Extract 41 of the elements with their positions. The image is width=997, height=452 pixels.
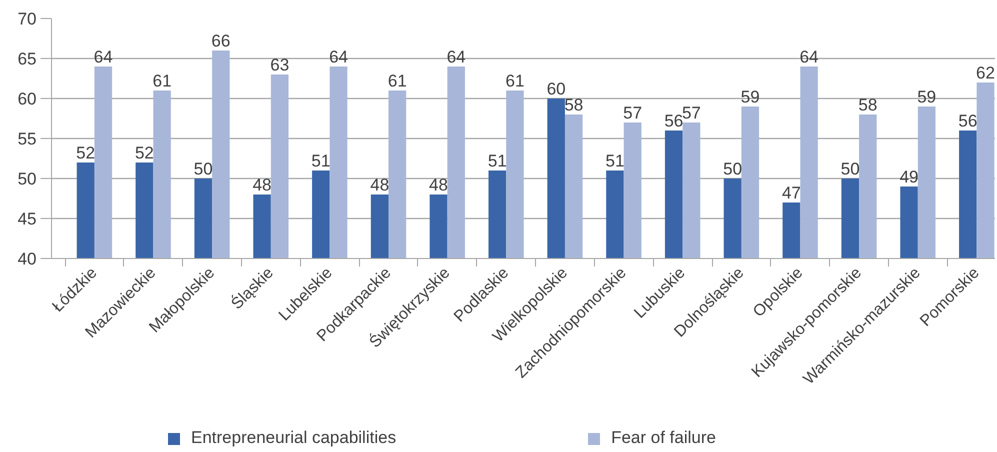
data-label: 64 xyxy=(329,48,348,66)
data-label: 59 xyxy=(917,88,936,106)
y-tick-label: 60 xyxy=(18,90,37,108)
legend-label: Fear of failure xyxy=(611,428,716,448)
data-label: 61 xyxy=(152,72,172,90)
y-tick-label: 50 xyxy=(18,170,37,188)
y-tick-label: 65 xyxy=(18,50,37,68)
data-label: 61 xyxy=(506,72,524,90)
data-label: 66 xyxy=(211,32,230,50)
data-label: 52 xyxy=(76,144,96,162)
data-label: 56 xyxy=(664,112,684,130)
data-label: 50 xyxy=(840,160,860,178)
y-tick-label: 45 xyxy=(18,210,37,228)
data-label: 50 xyxy=(194,160,213,178)
data-label: 57 xyxy=(682,104,701,122)
data-label: 50 xyxy=(723,160,742,178)
legend-label: Entrepreneurial capabilities xyxy=(191,428,396,448)
data-label: 48 xyxy=(370,176,390,194)
data-label: 63 xyxy=(270,56,290,74)
data-label: 47 xyxy=(782,184,801,202)
data-label: 51 xyxy=(311,152,330,170)
data-label: 56 xyxy=(958,112,978,130)
data-label: 48 xyxy=(252,176,272,194)
y-tick-label: 70 xyxy=(18,10,37,28)
data-label: 64 xyxy=(800,48,819,66)
data-label: 59 xyxy=(740,88,760,106)
data-label: 60 xyxy=(546,80,566,98)
y-tick-label: 40 xyxy=(18,250,37,268)
y-tick-label: 55 xyxy=(18,130,37,148)
data-label: 49 xyxy=(900,168,919,186)
data-label: 57 xyxy=(623,104,642,122)
data-label: 51 xyxy=(606,152,624,170)
data-label: 51 xyxy=(488,152,507,170)
data-label: 62 xyxy=(976,64,995,82)
data-label: 64 xyxy=(94,48,113,66)
data-label: 58 xyxy=(564,96,584,114)
data-label: 61 xyxy=(388,72,407,90)
data-label: 52 xyxy=(134,144,154,162)
data-label: 48 xyxy=(429,176,448,194)
data-label: 64 xyxy=(446,48,466,66)
data-label: 58 xyxy=(858,96,878,114)
